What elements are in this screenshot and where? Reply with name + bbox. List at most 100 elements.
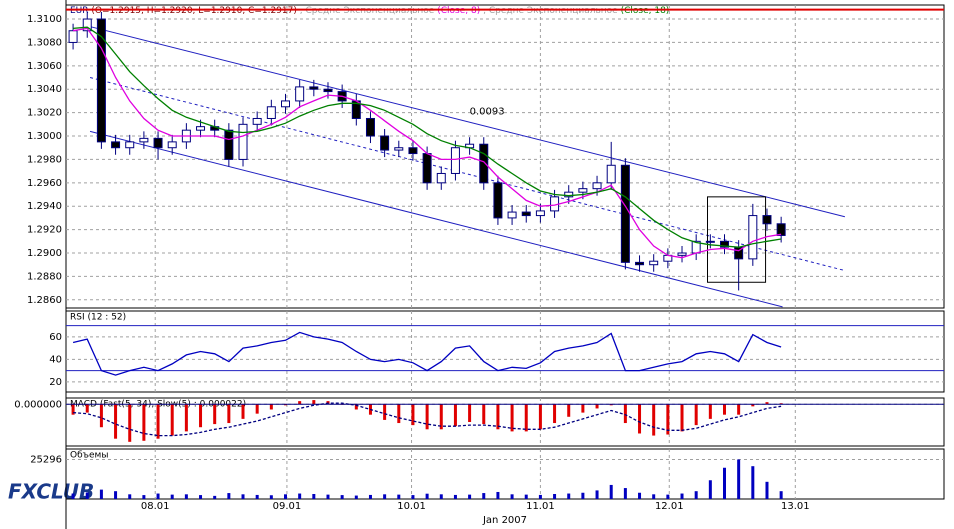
pane-title: RSI (12 : 52) bbox=[70, 313, 126, 323]
x-tick-label: 13.01 bbox=[781, 501, 810, 512]
bar bbox=[354, 495, 358, 499]
candle-body bbox=[96, 18, 106, 143]
bar bbox=[227, 404, 231, 424]
y-tick-label: 1.2900 bbox=[27, 248, 62, 259]
bar bbox=[340, 495, 344, 499]
candle-body bbox=[139, 137, 149, 143]
bar bbox=[298, 493, 302, 499]
candle-body bbox=[111, 141, 121, 149]
candle-body bbox=[309, 86, 319, 90]
candle-body bbox=[450, 147, 460, 174]
bar bbox=[751, 404, 755, 407]
bar bbox=[411, 495, 415, 499]
candle-body bbox=[365, 117, 375, 137]
bar bbox=[99, 489, 103, 499]
bar bbox=[383, 494, 387, 499]
bar bbox=[538, 404, 542, 430]
bar bbox=[723, 467, 726, 499]
y-tick-label: 1.2960 bbox=[27, 178, 62, 189]
candle-body bbox=[238, 123, 248, 160]
bar bbox=[482, 404, 486, 425]
bar bbox=[538, 494, 542, 499]
y-tick-label: 1.3060 bbox=[27, 61, 62, 72]
bar bbox=[779, 491, 783, 499]
candle-body bbox=[620, 164, 630, 263]
candle-body bbox=[705, 240, 715, 243]
candle-body bbox=[295, 86, 305, 102]
bar bbox=[567, 493, 571, 499]
bar bbox=[269, 495, 273, 499]
bar bbox=[779, 403, 783, 405]
bar bbox=[609, 404, 613, 406]
bar bbox=[737, 459, 741, 499]
candle-body bbox=[436, 172, 446, 184]
bar bbox=[312, 400, 316, 405]
bar bbox=[496, 404, 500, 430]
bar bbox=[354, 404, 358, 410]
x-tick-label: 12.01 bbox=[655, 501, 684, 512]
bar bbox=[680, 404, 684, 432]
moving-average bbox=[72, 27, 782, 259]
y-tick-label: 1.3100 bbox=[27, 14, 62, 25]
candle-body bbox=[394, 147, 404, 151]
candle-body bbox=[252, 117, 262, 125]
bar bbox=[397, 494, 401, 499]
bar bbox=[609, 484, 613, 499]
y-tick-label: 1.3040 bbox=[27, 84, 62, 95]
bar bbox=[553, 494, 557, 499]
bar bbox=[284, 494, 287, 499]
bar bbox=[765, 481, 769, 499]
bar bbox=[241, 404, 245, 419]
candle-body bbox=[564, 191, 574, 198]
bar bbox=[723, 404, 726, 415]
bar bbox=[510, 404, 514, 432]
bar bbox=[638, 492, 642, 499]
bar bbox=[468, 404, 472, 422]
bar bbox=[425, 404, 429, 430]
candle-body bbox=[422, 153, 432, 184]
x-tick-label: 10.01 bbox=[397, 501, 426, 512]
bar bbox=[453, 404, 457, 427]
candle-body bbox=[521, 211, 531, 217]
bar bbox=[680, 493, 684, 499]
bar bbox=[114, 491, 118, 499]
candle-body bbox=[68, 30, 78, 43]
y-tick-label: 60 bbox=[49, 332, 62, 343]
bar bbox=[85, 492, 89, 499]
bar bbox=[383, 404, 387, 420]
bar bbox=[199, 404, 203, 428]
bar bbox=[199, 495, 203, 499]
bar bbox=[368, 494, 372, 499]
bar bbox=[496, 491, 500, 499]
bar bbox=[439, 404, 443, 430]
bar bbox=[482, 493, 486, 499]
candle-body bbox=[196, 126, 206, 131]
bar bbox=[453, 494, 457, 499]
selection-box bbox=[707, 196, 767, 283]
channel-line bbox=[89, 77, 845, 272]
candle-body bbox=[408, 147, 418, 155]
bar bbox=[213, 495, 217, 499]
candle-body bbox=[762, 215, 772, 225]
x-tick-label: 11.01 bbox=[526, 501, 555, 512]
bar bbox=[156, 404, 160, 439]
bar bbox=[128, 404, 132, 442]
bar bbox=[595, 404, 599, 409]
y-tick-label: 1.2940 bbox=[27, 201, 62, 212]
bar bbox=[666, 494, 670, 499]
y-tick-label: 1.3080 bbox=[27, 37, 62, 48]
candle-body bbox=[635, 261, 645, 266]
candle-body bbox=[323, 88, 333, 93]
bar bbox=[269, 404, 273, 410]
bar bbox=[85, 404, 89, 413]
candle-body bbox=[224, 129, 234, 160]
bar bbox=[468, 494, 472, 499]
candle-body bbox=[281, 100, 290, 108]
candle-body bbox=[578, 188, 588, 193]
rsi-line bbox=[72, 331, 782, 376]
y-tick-label: 1.3000 bbox=[27, 131, 62, 142]
candle-body bbox=[82, 18, 92, 32]
bar bbox=[638, 404, 642, 434]
